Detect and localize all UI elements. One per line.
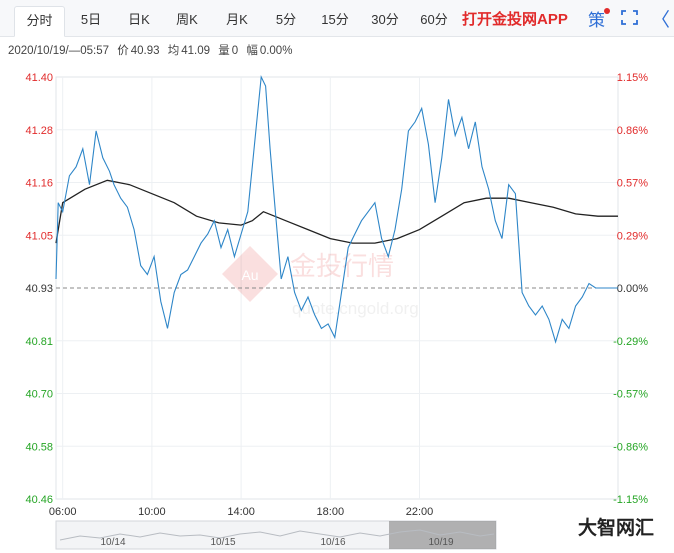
watermark-logo-text: Au: [241, 267, 258, 283]
avg-value: 41.09: [181, 45, 210, 57]
time-tick-label: 14:00: [227, 506, 255, 518]
price-tick-label: 41.16: [25, 178, 53, 190]
tab-monthly-k[interactable]: 月K: [226, 12, 248, 27]
time-axis: 06:00 10:00 14:00 18:00 22:00: [49, 506, 433, 518]
navigator-date-label: 10/19: [428, 537, 453, 548]
percent-tick-label: 0.00%: [617, 283, 648, 295]
volume-value: 0: [231, 45, 239, 57]
watermark-text: 金投行情: [290, 252, 394, 282]
open-app-link[interactable]: 打开金投网APP: [462, 11, 568, 28]
volume-label: 量: [218, 45, 230, 57]
change-label: 幅: [246, 45, 258, 57]
navigator-date-label: 10/14: [100, 537, 125, 548]
navigator-date-label: 10/15: [210, 537, 235, 548]
price-tick-label: 40.58: [25, 441, 53, 453]
time-tick-label: 10:00: [138, 506, 166, 518]
tab-30-min[interactable]: 30分: [371, 12, 399, 27]
price-value: 40.93: [130, 45, 160, 57]
tab-60-min[interactable]: 60分: [420, 12, 448, 27]
price-tick-label: 41.28: [25, 125, 53, 137]
avg-label: 均: [167, 45, 180, 57]
percent-tick-label: 0.29%: [617, 230, 648, 242]
price-line: [55, 75, 618, 344]
navigator-date-label: 10/16: [320, 537, 345, 548]
tab-5-day[interactable]: 5日: [80, 12, 102, 27]
quote-datetime: 2020/10/19/—05:57: [8, 45, 110, 57]
watermark-url: quote.cngold.org: [292, 299, 419, 318]
navigator-dates: 10/14 10/15 10/16 10/19: [100, 537, 453, 548]
range-navigator[interactable]: 10/14 10/15 10/16 10/19: [55, 520, 497, 550]
price-tick-label: 40.81: [25, 336, 53, 348]
price-tick-label: 40.70: [25, 389, 53, 401]
time-tick-label: 22:00: [406, 506, 434, 518]
tab-weekly-k[interactable]: 周K: [176, 12, 198, 27]
tab-15-min[interactable]: 15分: [321, 12, 349, 27]
percent-tick-label: 1.15%: [617, 72, 648, 84]
price-tick-label: 41.05: [25, 230, 53, 242]
price-tick-label: 40.93: [25, 283, 53, 295]
percent-tick-label: -0.57%: [613, 389, 648, 401]
expand-icon[interactable]: [621, 10, 638, 25]
navigator-sparkline: [59, 529, 495, 541]
notification-dot: [604, 8, 610, 14]
change-value: 0.00%: [259, 45, 293, 57]
collapse-arrow-button[interactable]: 〈: [651, 10, 671, 31]
price-tick-label: 40.46: [25, 494, 53, 506]
time-tick-label: 18:00: [317, 506, 345, 518]
price-axis: 41.40 41.28 41.16 41.05 40.93 40.81 40.70 40.58…: [25, 72, 53, 506]
percent-tick-label: 0.57%: [617, 178, 648, 190]
percent-axis: 1.15% 0.86% 0.57% 0.29% 0.00% -0.29% -0.57% -0.…: [613, 72, 648, 506]
tab-intraday[interactable]: 分时: [14, 6, 65, 37]
percent-tick-label: -1.15%: [613, 494, 648, 506]
strategy-button[interactable]: 策: [588, 11, 605, 30]
price-tick-label: 41.40: [25, 72, 53, 84]
brand-logo: 大智网汇: [578, 517, 655, 539]
percent-tick-label: -0.86%: [613, 441, 648, 453]
period-tab-bar: 分时 5日 日K 周K 月K 5分 15分 30分 60分 打开金投网APP 策…: [0, 0, 674, 37]
watermark-logo-icon: [222, 246, 278, 302]
intraday-chart: Au 金投行情 quote.cngold.org 41.40 41.28 41.16…: [25, 72, 648, 550]
percent-tick-label: -0.29%: [613, 336, 648, 348]
tab-daily-k[interactable]: 日K: [128, 12, 150, 27]
percent-tick-label: 0.86%: [617, 125, 648, 137]
watermark: Au 金投行情 quote.cngold.org: [222, 246, 419, 318]
tab-5-min[interactable]: 5分: [275, 12, 297, 27]
time-tick-label: 06:00: [49, 506, 77, 518]
price-label: 价: [117, 45, 129, 57]
